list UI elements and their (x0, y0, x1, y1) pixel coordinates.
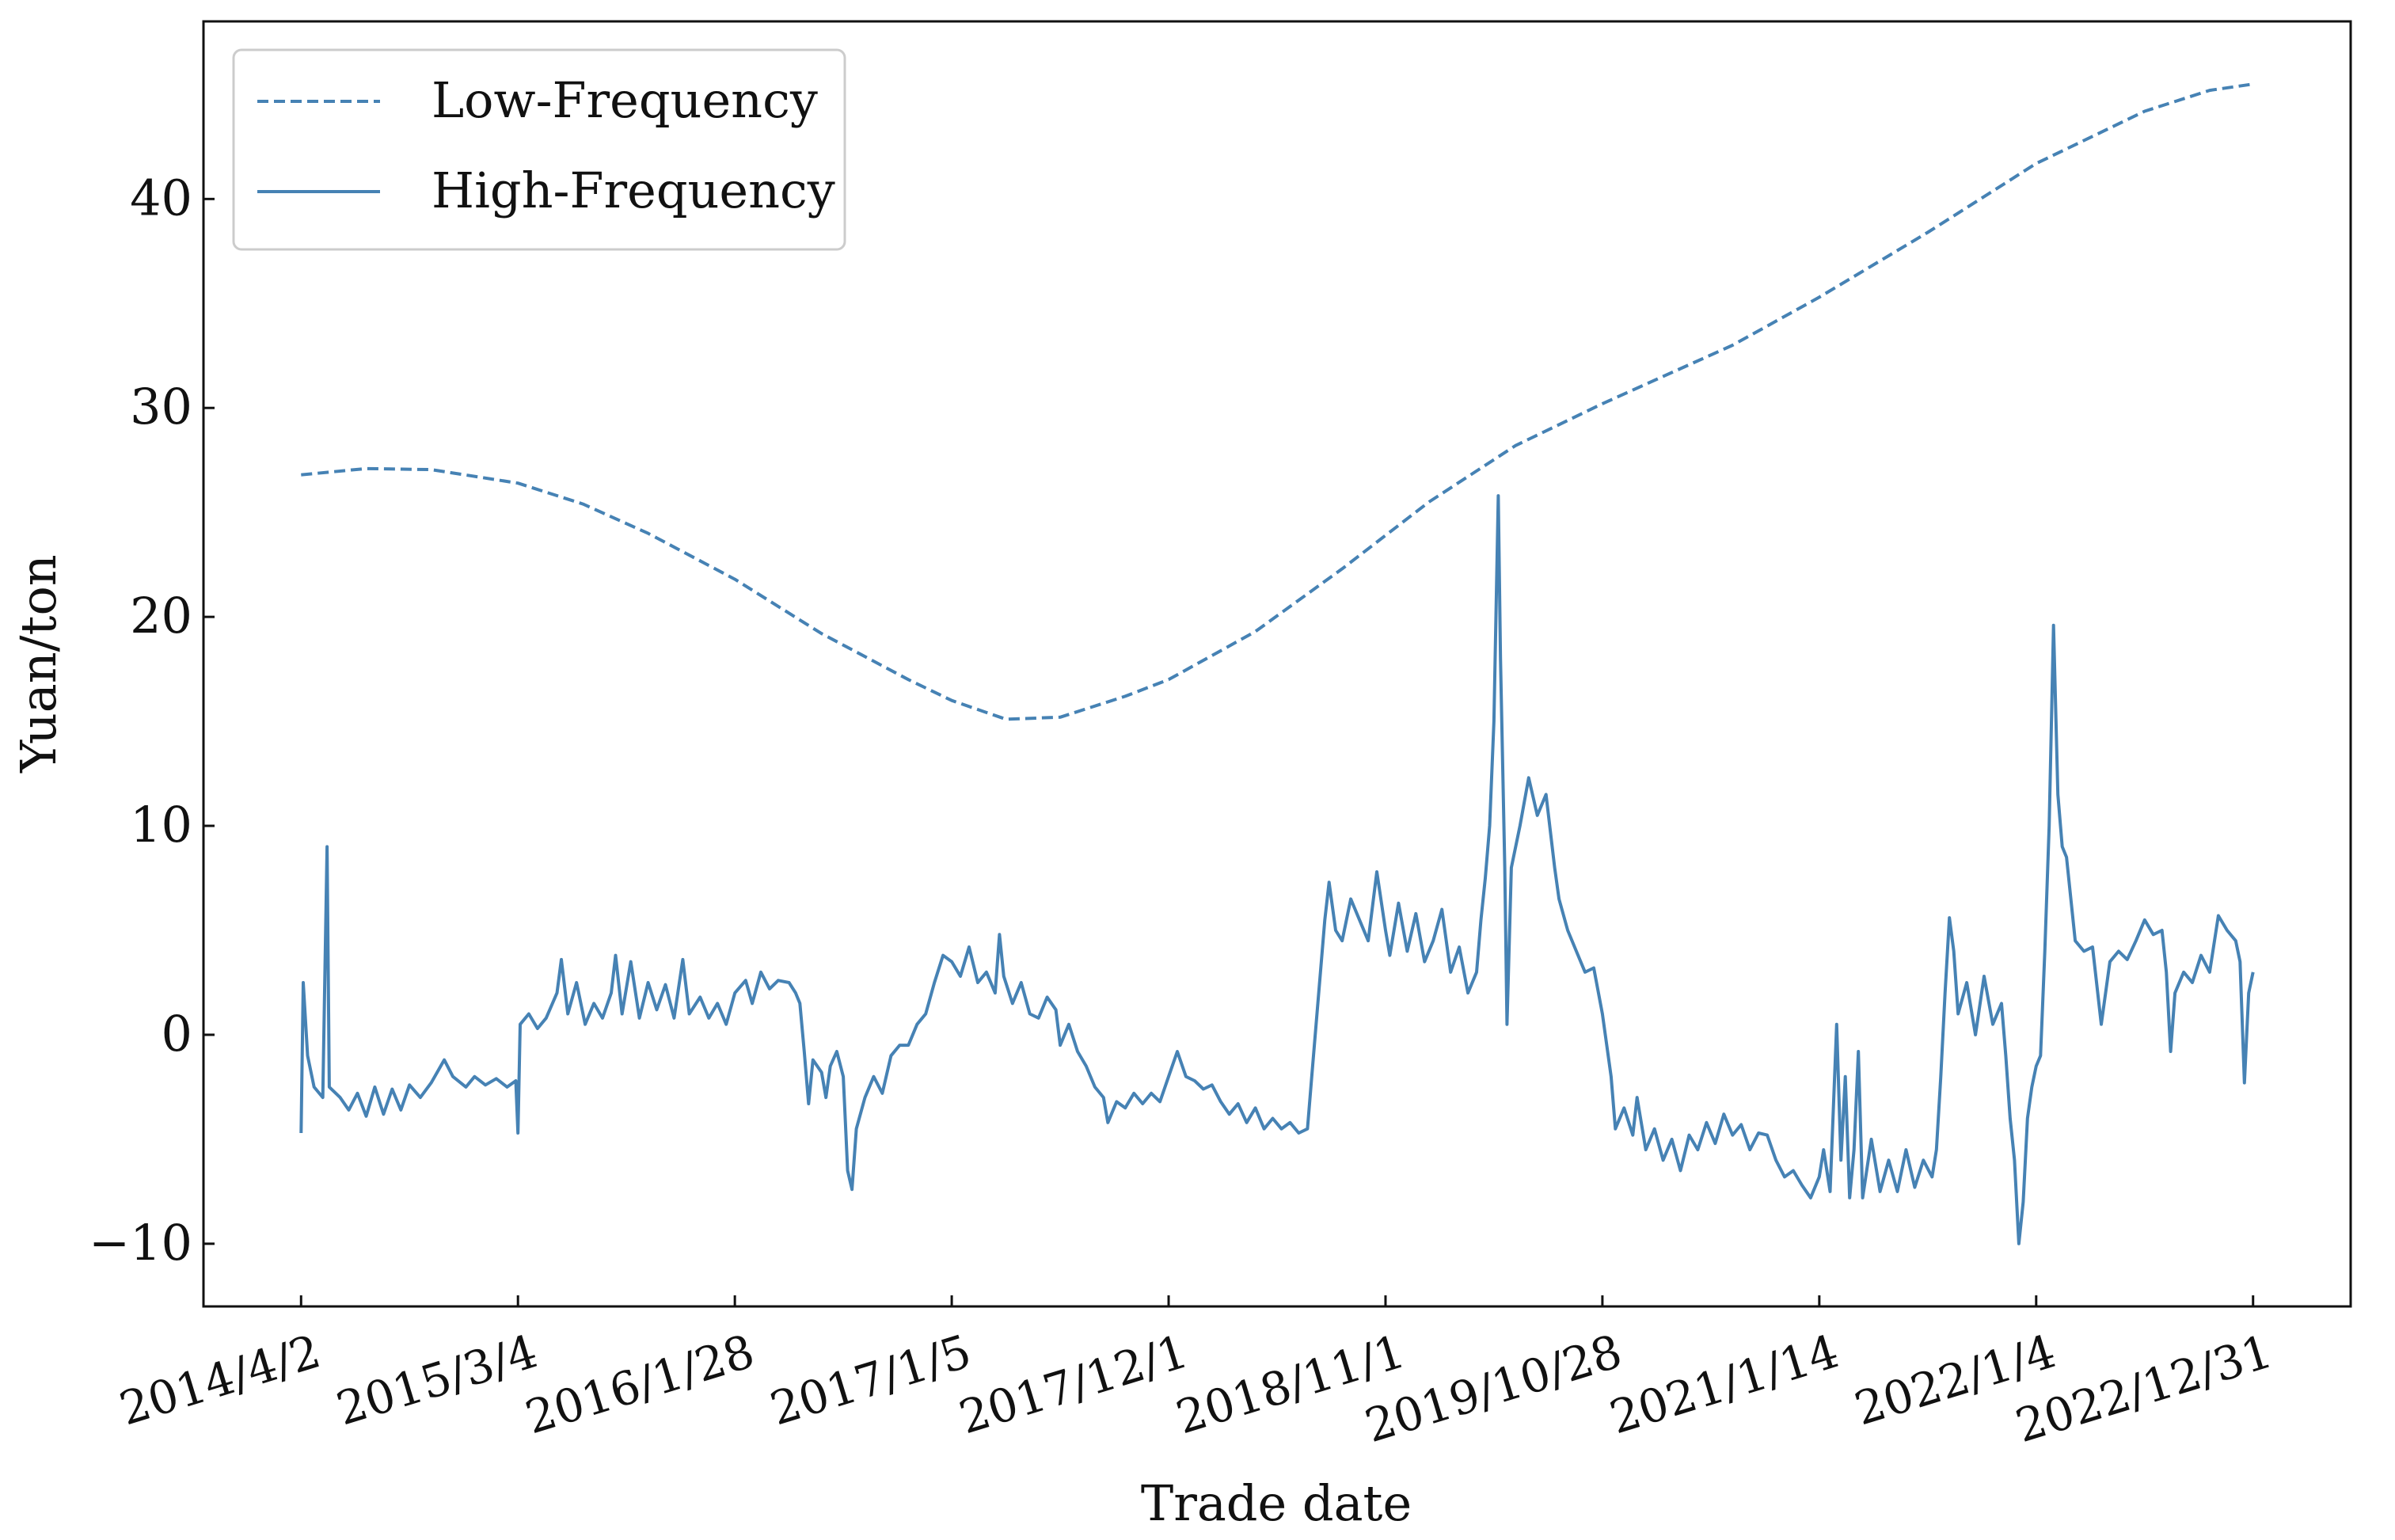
plot-area (202, 20, 2352, 1308)
y-tick-label: 40 (130, 169, 192, 226)
y-tick-label: −10 (89, 1214, 192, 1272)
series-layer (299, 82, 2255, 1245)
y-tick-label: 20 (130, 587, 192, 645)
legend-box (232, 48, 846, 251)
y-tick-label: 0 (162, 1005, 192, 1063)
legend-label-high-frequency: High-Frequency (431, 162, 835, 219)
series-line-low-frequency (301, 82, 2253, 721)
y-tick-label: 30 (130, 378, 192, 435)
series-line-high-frequency (299, 494, 2255, 1245)
y-tick-label: 10 (130, 796, 192, 854)
y-axis: −10 0 10 20 30 40 (89, 169, 215, 1272)
x-axis-title: Trade date (1141, 1474, 1412, 1532)
legend-label-low-frequency: Low-Frequency (431, 71, 818, 129)
y-axis-title: Yuan/ton (10, 554, 67, 773)
legend: Low-Frequency High-Frequency (232, 48, 846, 251)
plot-frame (202, 20, 2352, 1308)
